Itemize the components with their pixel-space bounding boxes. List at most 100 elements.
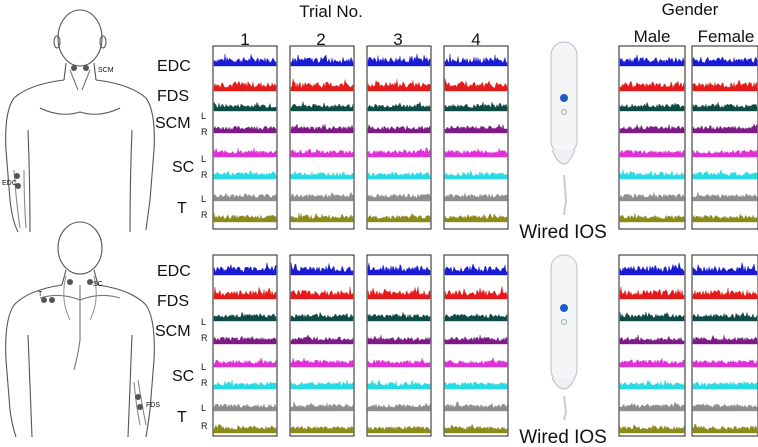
gender-label-female: Female [698,27,755,46]
emg-trace-trial-4-bottom-4 [444,357,508,368]
emg-trace-trial-3-bottom-6 [367,402,431,412]
emg-trace-male-bottom-7 [619,423,685,434]
emg-trace-trial-2-top-2 [290,101,354,112]
gender-title: Gender [662,0,719,19]
emg-trace-male-top-7 [619,213,685,223]
emg-trace-male-top-5 [619,169,685,180]
emg-trace-trial-1-top-4 [213,147,277,158]
emg-trace-trial-3-top-1 [367,79,431,92]
emg-trace-trial-4-bottom-3 [444,334,508,345]
row-label-edc-top: EDC [157,58,191,75]
signal-box-trial-3-bottom [366,254,432,437]
emg-trace-trial-4-bottom-7 [444,423,508,434]
row-label-edc-bottom: EDC [157,263,191,280]
emg-trace-trial-3-bottom-2 [367,312,431,322]
emg-trace-female-bottom-2 [692,311,758,322]
emg-trace-male-top-6 [619,191,685,202]
signal-box-female-bottom [691,254,758,437]
figure-label-edc: EDC [2,180,17,187]
emg-trace-trial-4-top-3 [444,123,508,134]
side-label-t-l-top: L [201,194,206,204]
side-label-scm-r-top: R [201,127,208,137]
trial-number-1: 1 [240,30,249,49]
trial-number-4: 4 [471,30,480,49]
emg-trace-trial-2-top-7 [290,212,354,223]
signal-box-trial-2-top [289,45,355,230]
side-label-t-r-bottom: R [201,421,208,431]
emg-trace-trial-1-bottom-3 [213,335,277,345]
emg-trace-trial-3-bottom-4 [367,357,431,368]
signal-box-trial-4-top [443,45,509,230]
emg-trace-trial-2-top-5 [290,170,354,180]
emg-trace-trial-4-bottom-0 [444,263,508,276]
intraoral-scanner-icon [550,254,578,421]
emg-trace-male-top-4 [619,149,685,158]
emg-trace-trial-1-top-6 [213,192,277,202]
emg-trace-male-bottom-4 [619,357,685,368]
emg-trace-trial-4-top-7 [444,213,508,223]
emg-trace-trial-2-bottom-6 [290,401,354,412]
emg-trace-trial-3-top-3 [367,124,431,134]
emg-trace-trial-1-bottom-1 [213,286,277,300]
gender-label-male: Male [634,27,671,46]
emg-trace-trial-2-top-4 [290,148,354,158]
emg-trace-trial-1-bottom-2 [213,311,277,322]
trial-title: Trial No. [299,2,363,21]
emg-trace-female-top-7 [692,213,758,223]
emg-trace-female-top-3 [692,123,758,134]
emg-trace-trial-1-top-2 [213,101,277,112]
emg-trace-trial-2-bottom-0 [290,262,354,276]
emg-trace-trial-2-bottom-1 [290,286,354,300]
emg-trace-female-top-0 [692,56,758,67]
emg-trace-trial-4-bottom-2 [444,313,508,322]
side-label-sc-r-top: R [201,170,208,180]
human-body-front-icon [5,9,155,233]
emg-trace-trial-2-top-6 [290,191,354,202]
side-label-t-r-top: R [201,210,208,220]
emg-trace-male-bottom-6 [619,401,685,412]
emg-trace-trial-2-top-0 [290,54,354,67]
emg-trace-trial-3-top-7 [367,212,431,223]
emg-trace-trial-3-bottom-0 [367,262,431,276]
emg-trace-male-top-3 [619,124,685,134]
trial-number-3: 3 [393,30,402,49]
emg-trace-trial-3-bottom-1 [367,286,431,300]
signal-box-female-top [691,45,758,230]
emg-trace-female-top-5 [692,169,758,180]
emg-trace-trial-3-bottom-5 [367,379,431,390]
emg-trace-trial-4-top-2 [444,101,508,112]
signal-box-trial-1-bottom [212,254,278,437]
emg-trace-male-top-2 [619,101,685,112]
emg-trace-male-bottom-0 [619,262,685,276]
row-label-scm-top: SCM [155,115,191,132]
signal-box-male-top [618,45,686,230]
emg-trace-female-bottom-3 [692,334,758,345]
emg-trace-female-bottom-0 [692,262,758,276]
emg-trace-trial-1-top-5 [213,170,277,180]
emg-trace-female-top-4 [692,149,758,158]
emg-trace-trial-3-bottom-7 [367,425,431,434]
emg-trace-trial-1-bottom-6 [213,403,277,412]
emg-trace-trial-3-top-2 [367,101,431,112]
emg-trace-trial-4-top-4 [444,148,508,158]
emg-signal-grid [212,45,758,437]
emg-trace-female-top-6 [692,191,758,202]
signal-box-male-bottom [618,254,686,437]
emg-trace-trial-3-top-6 [367,193,431,202]
emg-trace-trial-2-bottom-2 [290,311,354,322]
emg-trace-trial-4-top-1 [444,78,508,92]
emg-trace-female-bottom-1 [692,287,758,300]
emg-trace-trial-1-top-3 [213,125,277,134]
emg-trace-trial-4-top-0 [444,53,508,67]
emg-trace-trial-1-top-1 [213,80,277,92]
row-label-scm-bottom: SCM [155,323,191,340]
row-label-fds-bottom: FDS [157,293,189,310]
emg-trace-trial-2-bottom-4 [290,357,354,368]
side-label-scm-l-bottom: L [201,317,206,327]
emg-trace-female-bottom-5 [692,380,758,390]
emg-trace-trial-2-bottom-7 [290,425,354,434]
emg-trace-trial-4-bottom-1 [444,286,508,300]
figure-label-scm: SCM [98,67,114,74]
emg-trace-trial-1-bottom-0 [213,262,277,276]
